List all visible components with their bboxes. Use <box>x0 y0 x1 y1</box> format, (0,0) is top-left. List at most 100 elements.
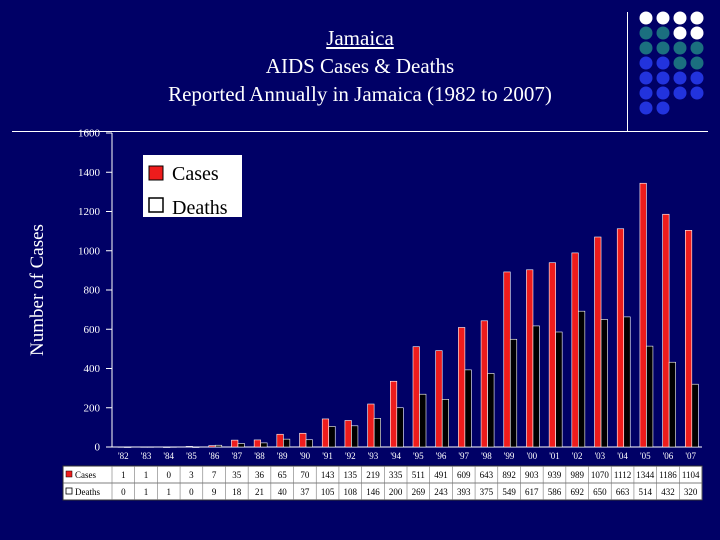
chart-title-line3: Reported Annually in Jamaica (1982 to 20… <box>168 82 552 106</box>
legend-swatch-cases <box>148 165 164 181</box>
bar-deaths <box>464 369 472 448</box>
table-cell-cases: 1112 <box>614 470 631 480</box>
table-cell-deaths: 1 <box>144 487 149 497</box>
bar-cases <box>163 446 171 448</box>
y-tick-label: 1200 <box>78 206 101 218</box>
bar-cases <box>117 446 125 448</box>
table-cell-cases: 989 <box>570 470 584 480</box>
bar-deaths <box>487 373 495 448</box>
bar-cases <box>344 420 352 448</box>
table-cell-cases: 135 <box>344 470 358 480</box>
decorative-dot <box>690 86 704 100</box>
y-tick-label: 200 <box>84 402 101 414</box>
decorative-dot <box>690 26 704 40</box>
table-cell-deaths: 586 <box>548 487 562 497</box>
bar-deaths <box>328 426 336 448</box>
table-cell-cases: 335 <box>389 470 403 480</box>
table-cell-cases: 0 <box>166 470 171 480</box>
bar-deaths <box>373 418 381 448</box>
decorative-dot <box>690 41 704 55</box>
x-tick-label: '06 <box>663 451 674 461</box>
table-cell-deaths: 108 <box>344 487 358 497</box>
table-cell-deaths: 9 <box>212 487 217 497</box>
table-cell-deaths: 650 <box>593 487 607 497</box>
table-cell-cases: 70 <box>300 470 310 480</box>
chart-title-line2: AIDS Cases & Deaths <box>265 54 455 78</box>
x-tick-label: '99 <box>504 451 515 461</box>
bar-cases <box>140 446 148 448</box>
decorative-horizontal-line <box>12 131 708 132</box>
table-cell-deaths: 320 <box>684 487 698 497</box>
table-cell-deaths: 1 <box>166 487 171 497</box>
x-tick-label: '94 <box>390 451 401 461</box>
table-cell-cases: 903 <box>525 470 539 480</box>
x-tick-label: '95 <box>413 451 424 461</box>
decorative-dot <box>656 41 670 55</box>
x-tick-label: '88 <box>254 451 265 461</box>
decorative-dot <box>639 41 653 55</box>
table-cell-cases: 939 <box>548 470 562 480</box>
y-tick-label: 400 <box>84 363 101 375</box>
table-cell-deaths: 393 <box>457 487 471 497</box>
decorative-dot <box>656 26 670 40</box>
x-tick-label: '05 <box>640 451 651 461</box>
bar-cases <box>458 327 466 448</box>
bar-deaths <box>237 443 245 448</box>
decorative-dot <box>656 86 670 100</box>
decorative-dot <box>673 86 687 100</box>
bar-cases <box>503 271 511 448</box>
bar-cases <box>639 182 647 448</box>
table-row-label-deaths: Deaths <box>75 487 100 497</box>
bar-deaths <box>214 444 223 448</box>
bar-deaths <box>351 425 359 448</box>
table-cell-cases: 511 <box>412 470 425 480</box>
data-table: Cases Deaths '82 1 0 '83 1 1 '84 0 1 '85 3 0 '86 7 9 '87 3… <box>62 451 703 501</box>
decorative-dot <box>639 11 653 25</box>
bar-deaths <box>124 446 132 448</box>
table-cell-cases: 609 <box>457 470 471 480</box>
table-cell-deaths: 21 <box>255 487 264 497</box>
table-row-label-cases: Cases <box>75 470 96 480</box>
bar-deaths <box>169 446 177 448</box>
table-cell-deaths: 18 <box>232 487 242 497</box>
bar-deaths <box>555 331 563 448</box>
table-cell-deaths: 0 <box>189 487 194 497</box>
table-cell-cases: 1344 <box>636 470 655 480</box>
table-cell-cases: 1 <box>121 470 126 480</box>
decorative-dot <box>673 11 687 25</box>
x-tick-label: '98 <box>481 451 492 461</box>
legend: Cases Deaths <box>143 155 242 219</box>
bar-deaths <box>283 438 291 448</box>
table-cell-deaths: 200 <box>389 487 403 497</box>
table-cell-cases: 65 <box>278 470 288 480</box>
bar-cases <box>412 346 420 448</box>
bar-cases <box>253 439 261 448</box>
x-tick-label: '07 <box>685 451 696 461</box>
bar-deaths <box>509 338 518 448</box>
table-cell-deaths: 549 <box>502 487 516 497</box>
table-cell-deaths: 0 <box>121 487 126 497</box>
bar-deaths <box>668 361 676 448</box>
bar-cases <box>231 439 239 448</box>
decorative-dot <box>656 56 670 70</box>
bar-cases <box>299 432 307 448</box>
x-tick-label: '84 <box>163 451 174 461</box>
decorative-dot <box>639 71 653 85</box>
bar-cases <box>548 262 556 448</box>
chart-title-line1: Jamaica <box>326 26 394 50</box>
x-tick-label: '96 <box>436 451 447 461</box>
x-tick-label: '01 <box>549 451 560 461</box>
legend-label-cases: Cases <box>172 163 219 185</box>
table-cell-cases: 7 <box>212 470 217 480</box>
bar-cases <box>526 269 534 448</box>
x-tick-label: '03 <box>595 451 606 461</box>
bar-deaths <box>305 439 313 448</box>
bar-cases <box>185 446 193 448</box>
decorative-dot <box>639 101 653 115</box>
table-cell-deaths: 146 <box>366 487 380 497</box>
x-tick-label: '02 <box>572 451 583 461</box>
x-tick-label: '89 <box>277 451 288 461</box>
y-tick-label: 600 <box>84 324 101 336</box>
table-cell-cases: 36 <box>255 470 265 480</box>
